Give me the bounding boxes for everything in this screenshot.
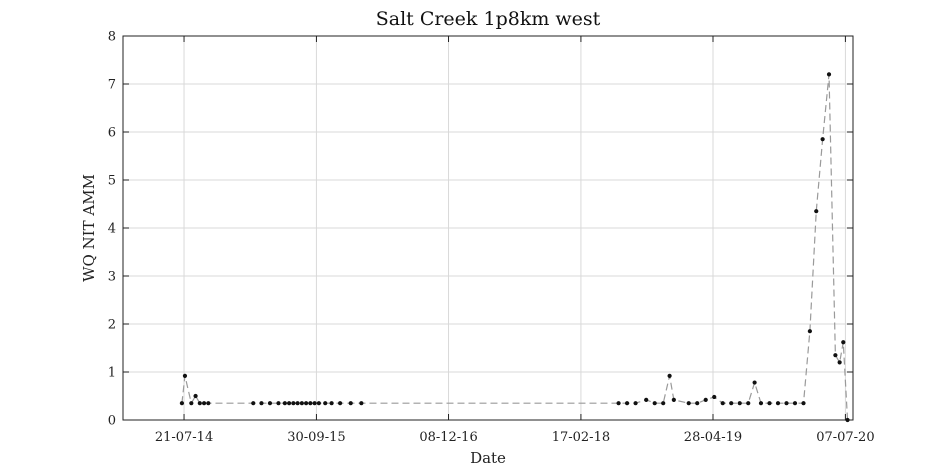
data-point [267, 401, 273, 406]
data-point [729, 401, 734, 406]
data-point [304, 401, 309, 406]
y-tick-label: 7 [108, 78, 116, 93]
data-point [712, 394, 717, 400]
data-point [667, 373, 672, 378]
y-tick-label: 8 [108, 30, 116, 45]
grid-layer [123, 35, 853, 421]
data-point [671, 397, 676, 402]
data-point [359, 401, 364, 406]
data-point [703, 397, 708, 402]
data-point [251, 401, 256, 406]
data-point [833, 353, 838, 358]
data-point [616, 401, 621, 406]
y-tick-label: 4 [108, 222, 116, 237]
x-tick-label: 21-07-14 [155, 430, 213, 445]
data-point [837, 360, 842, 365]
data-point [845, 417, 850, 423]
data-point [746, 401, 751, 406]
data-point [752, 380, 757, 385]
data-point [348, 401, 353, 406]
x-tick-label: 30-09-15 [287, 430, 345, 445]
data-point [841, 340, 846, 345]
data-point [807, 329, 812, 334]
data-point [299, 401, 304, 406]
data-point [276, 401, 281, 406]
data-point [737, 401, 742, 406]
series-layer [179, 72, 850, 423]
y-tick-label: 0 [108, 414, 116, 429]
data-point [633, 401, 638, 406]
data-point [826, 72, 832, 77]
y-axis-label: WQ NIT AMM [80, 174, 98, 282]
data-point [767, 401, 772, 406]
data-point [814, 209, 819, 214]
y-tick-label: 6 [108, 126, 116, 141]
data-point [206, 401, 211, 406]
data-point [197, 401, 202, 406]
y-tick-label: 2 [108, 318, 116, 333]
series-line [181, 74, 849, 421]
x-tick-label: 08-12-16 [419, 430, 477, 445]
data-point [201, 401, 207, 406]
data-point [316, 401, 321, 406]
x-tick-label: 17-02-18 [552, 430, 610, 445]
x-tick-label: 07-07-20 [816, 430, 874, 445]
data-point [652, 401, 657, 406]
data-point [259, 401, 264, 406]
tick-layer: 0 1 2 3 4 5 6 7 8 21-07-14 30-09-15 08-12-16 17-02-1… [108, 30, 875, 446]
data-point [282, 401, 287, 406]
data-point [295, 401, 300, 406]
data-point [758, 401, 764, 406]
data-point [686, 401, 691, 406]
data-point [775, 401, 781, 406]
x-tick-label: 28-04-19 [684, 430, 742, 445]
data-point [179, 401, 185, 406]
data-point [644, 397, 649, 402]
x-axis-label: Date [470, 449, 506, 467]
data-point [323, 401, 328, 406]
data-point [182, 373, 188, 378]
chart-title: Salt Creek 1p8km west [376, 8, 601, 30]
data-point [312, 401, 317, 406]
y-tick-label: 5 [108, 174, 116, 189]
data-point [695, 401, 700, 406]
data-point [308, 401, 313, 406]
data-point [193, 393, 198, 399]
data-point [338, 401, 343, 406]
y-tick-label: 3 [108, 270, 116, 285]
data-point [820, 137, 825, 142]
data-point [329, 401, 334, 406]
data-point [792, 401, 798, 406]
data-point [801, 401, 806, 406]
data-point [661, 401, 666, 406]
data-point [624, 401, 630, 406]
data-point [189, 401, 194, 406]
y-tick-label: 1 [108, 366, 116, 381]
data-point [291, 401, 296, 406]
data-point [287, 401, 292, 406]
data-point [720, 401, 725, 406]
data-point [784, 401, 789, 406]
